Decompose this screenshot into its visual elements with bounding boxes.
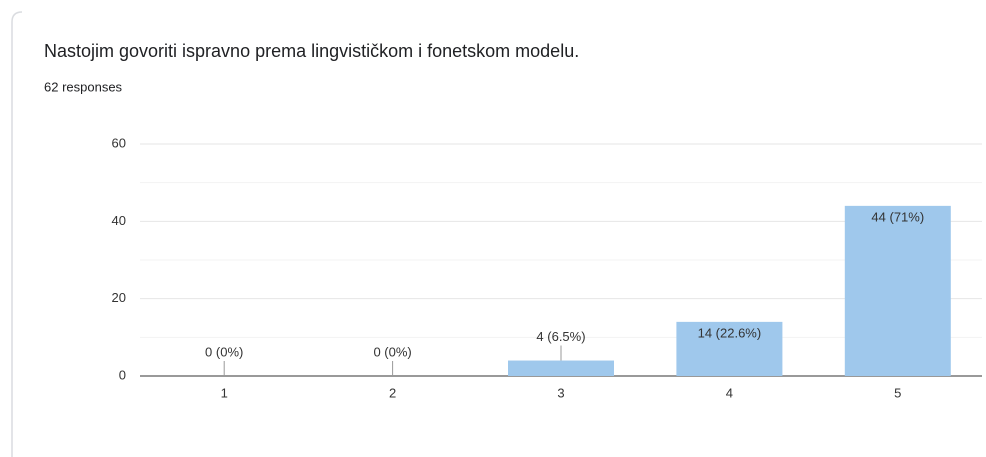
bar (676, 321, 783, 376)
x-tick-label: 4 (726, 385, 733, 400)
bar (844, 205, 951, 376)
x-tick-label: 1 (221, 385, 228, 400)
data-label: 0 (0%) (373, 344, 411, 359)
chart-title: Nastojim govoriti ispravno prema lingvis… (44, 41, 579, 61)
y-tick-label: 20 (112, 290, 126, 305)
y-tick-label: 0 (119, 367, 126, 382)
x-tick-label: 3 (557, 385, 564, 400)
data-label: 14 (22.6%) (698, 325, 762, 340)
response-count: 62 responses (44, 79, 123, 94)
x-tick-label: 2 (389, 385, 396, 400)
card-border (11, 11, 23, 457)
x-tick-label: 5 (894, 385, 901, 400)
bar (508, 360, 614, 376)
data-label: 0 (0%) (205, 344, 243, 359)
data-label: 44 (71%) (871, 209, 924, 224)
y-tick-label: 40 (112, 213, 126, 228)
data-label: 4 (6.5%) (536, 329, 585, 344)
y-tick-label: 60 (112, 135, 126, 150)
